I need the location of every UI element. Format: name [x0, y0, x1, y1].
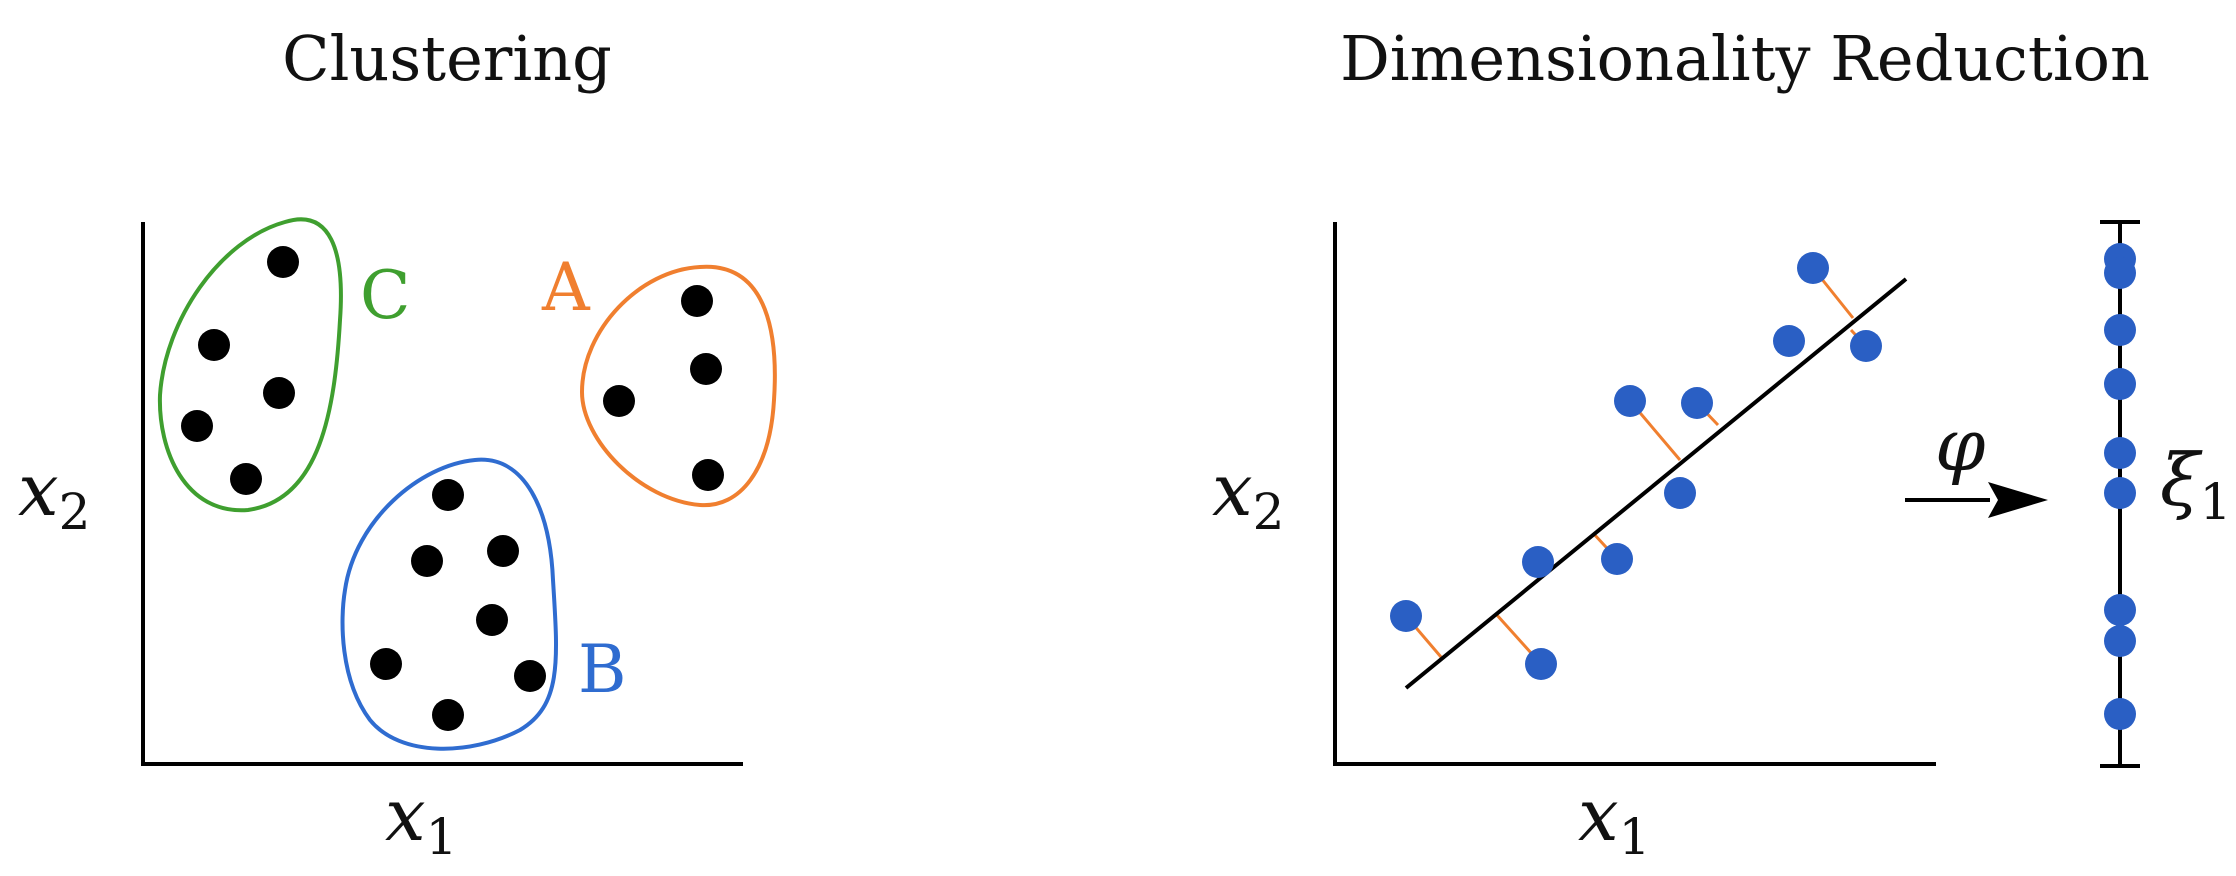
- data-point: [1601, 543, 1633, 575]
- cluster-b-label: B: [578, 631, 627, 708]
- latent-label: ξ1: [2160, 438, 2231, 531]
- cluster-a: A: [541, 249, 777, 508]
- latent-point: [2104, 594, 2136, 626]
- data-point: [1664, 477, 1696, 509]
- dimred-x-label: x1: [1578, 773, 1650, 866]
- dimred-panel: Dimensionality Reduction x2 x1: [1212, 22, 2231, 866]
- data-point: [1390, 600, 1422, 632]
- clustering-title: Clustering: [282, 22, 612, 95]
- cluster-point: [681, 285, 713, 317]
- data-point: [1797, 252, 1829, 284]
- cluster-c: C: [157, 217, 411, 513]
- cluster-c-outline: [157, 217, 343, 513]
- cluster-a-outline: [579, 264, 777, 508]
- cluster-point: [432, 479, 464, 511]
- cluster-point: [411, 545, 443, 577]
- dimred-points: [1390, 252, 1882, 680]
- cluster-b-outline: [340, 457, 558, 751]
- latent-point: [2104, 368, 2136, 400]
- mapping-arrow: φ: [1905, 403, 2048, 518]
- latent-point: [2104, 257, 2136, 289]
- clustering-y-label: x2: [18, 448, 90, 541]
- cluster-point: [432, 699, 464, 731]
- data-point: [1850, 330, 1882, 362]
- latent-point: [2104, 314, 2136, 346]
- data-point: [1773, 325, 1805, 357]
- cluster-point: [476, 604, 508, 636]
- latent-point: [2104, 698, 2136, 730]
- data-point: [1522, 546, 1554, 578]
- dimred-title: Dimensionality Reduction: [1340, 22, 2150, 95]
- cluster-point: [181, 410, 213, 442]
- cluster-c-label: C: [360, 257, 411, 334]
- latent-point: [2104, 477, 2136, 509]
- cluster-point: [263, 377, 295, 409]
- cluster-point: [230, 463, 262, 495]
- cluster-point: [692, 459, 724, 491]
- clustering-panel: Clustering x2 x1 C A: [18, 22, 777, 866]
- cluster-point: [514, 660, 546, 692]
- cluster-a-label: A: [541, 249, 591, 326]
- data-point: [1525, 648, 1557, 680]
- latent-point: [2104, 437, 2136, 469]
- cluster-point: [690, 353, 722, 385]
- arrow-head: [1988, 482, 2048, 518]
- cluster-point: [603, 385, 635, 417]
- dimred-y-label: x2: [1212, 448, 1284, 541]
- principal-direction-line: [1404, 277, 1908, 690]
- latent-axis: ξ1: [2100, 220, 2231, 768]
- data-point: [1681, 387, 1713, 419]
- latent-point: [2104, 625, 2136, 657]
- cluster-point: [370, 648, 402, 680]
- cluster-point: [487, 535, 519, 567]
- phi-symbol: φ: [1935, 403, 1986, 487]
- cluster-point: [198, 329, 230, 361]
- clustering-x-label: x1: [385, 773, 457, 866]
- cluster-b: B: [340, 457, 627, 751]
- cluster-point: [267, 246, 299, 278]
- data-point: [1614, 385, 1646, 417]
